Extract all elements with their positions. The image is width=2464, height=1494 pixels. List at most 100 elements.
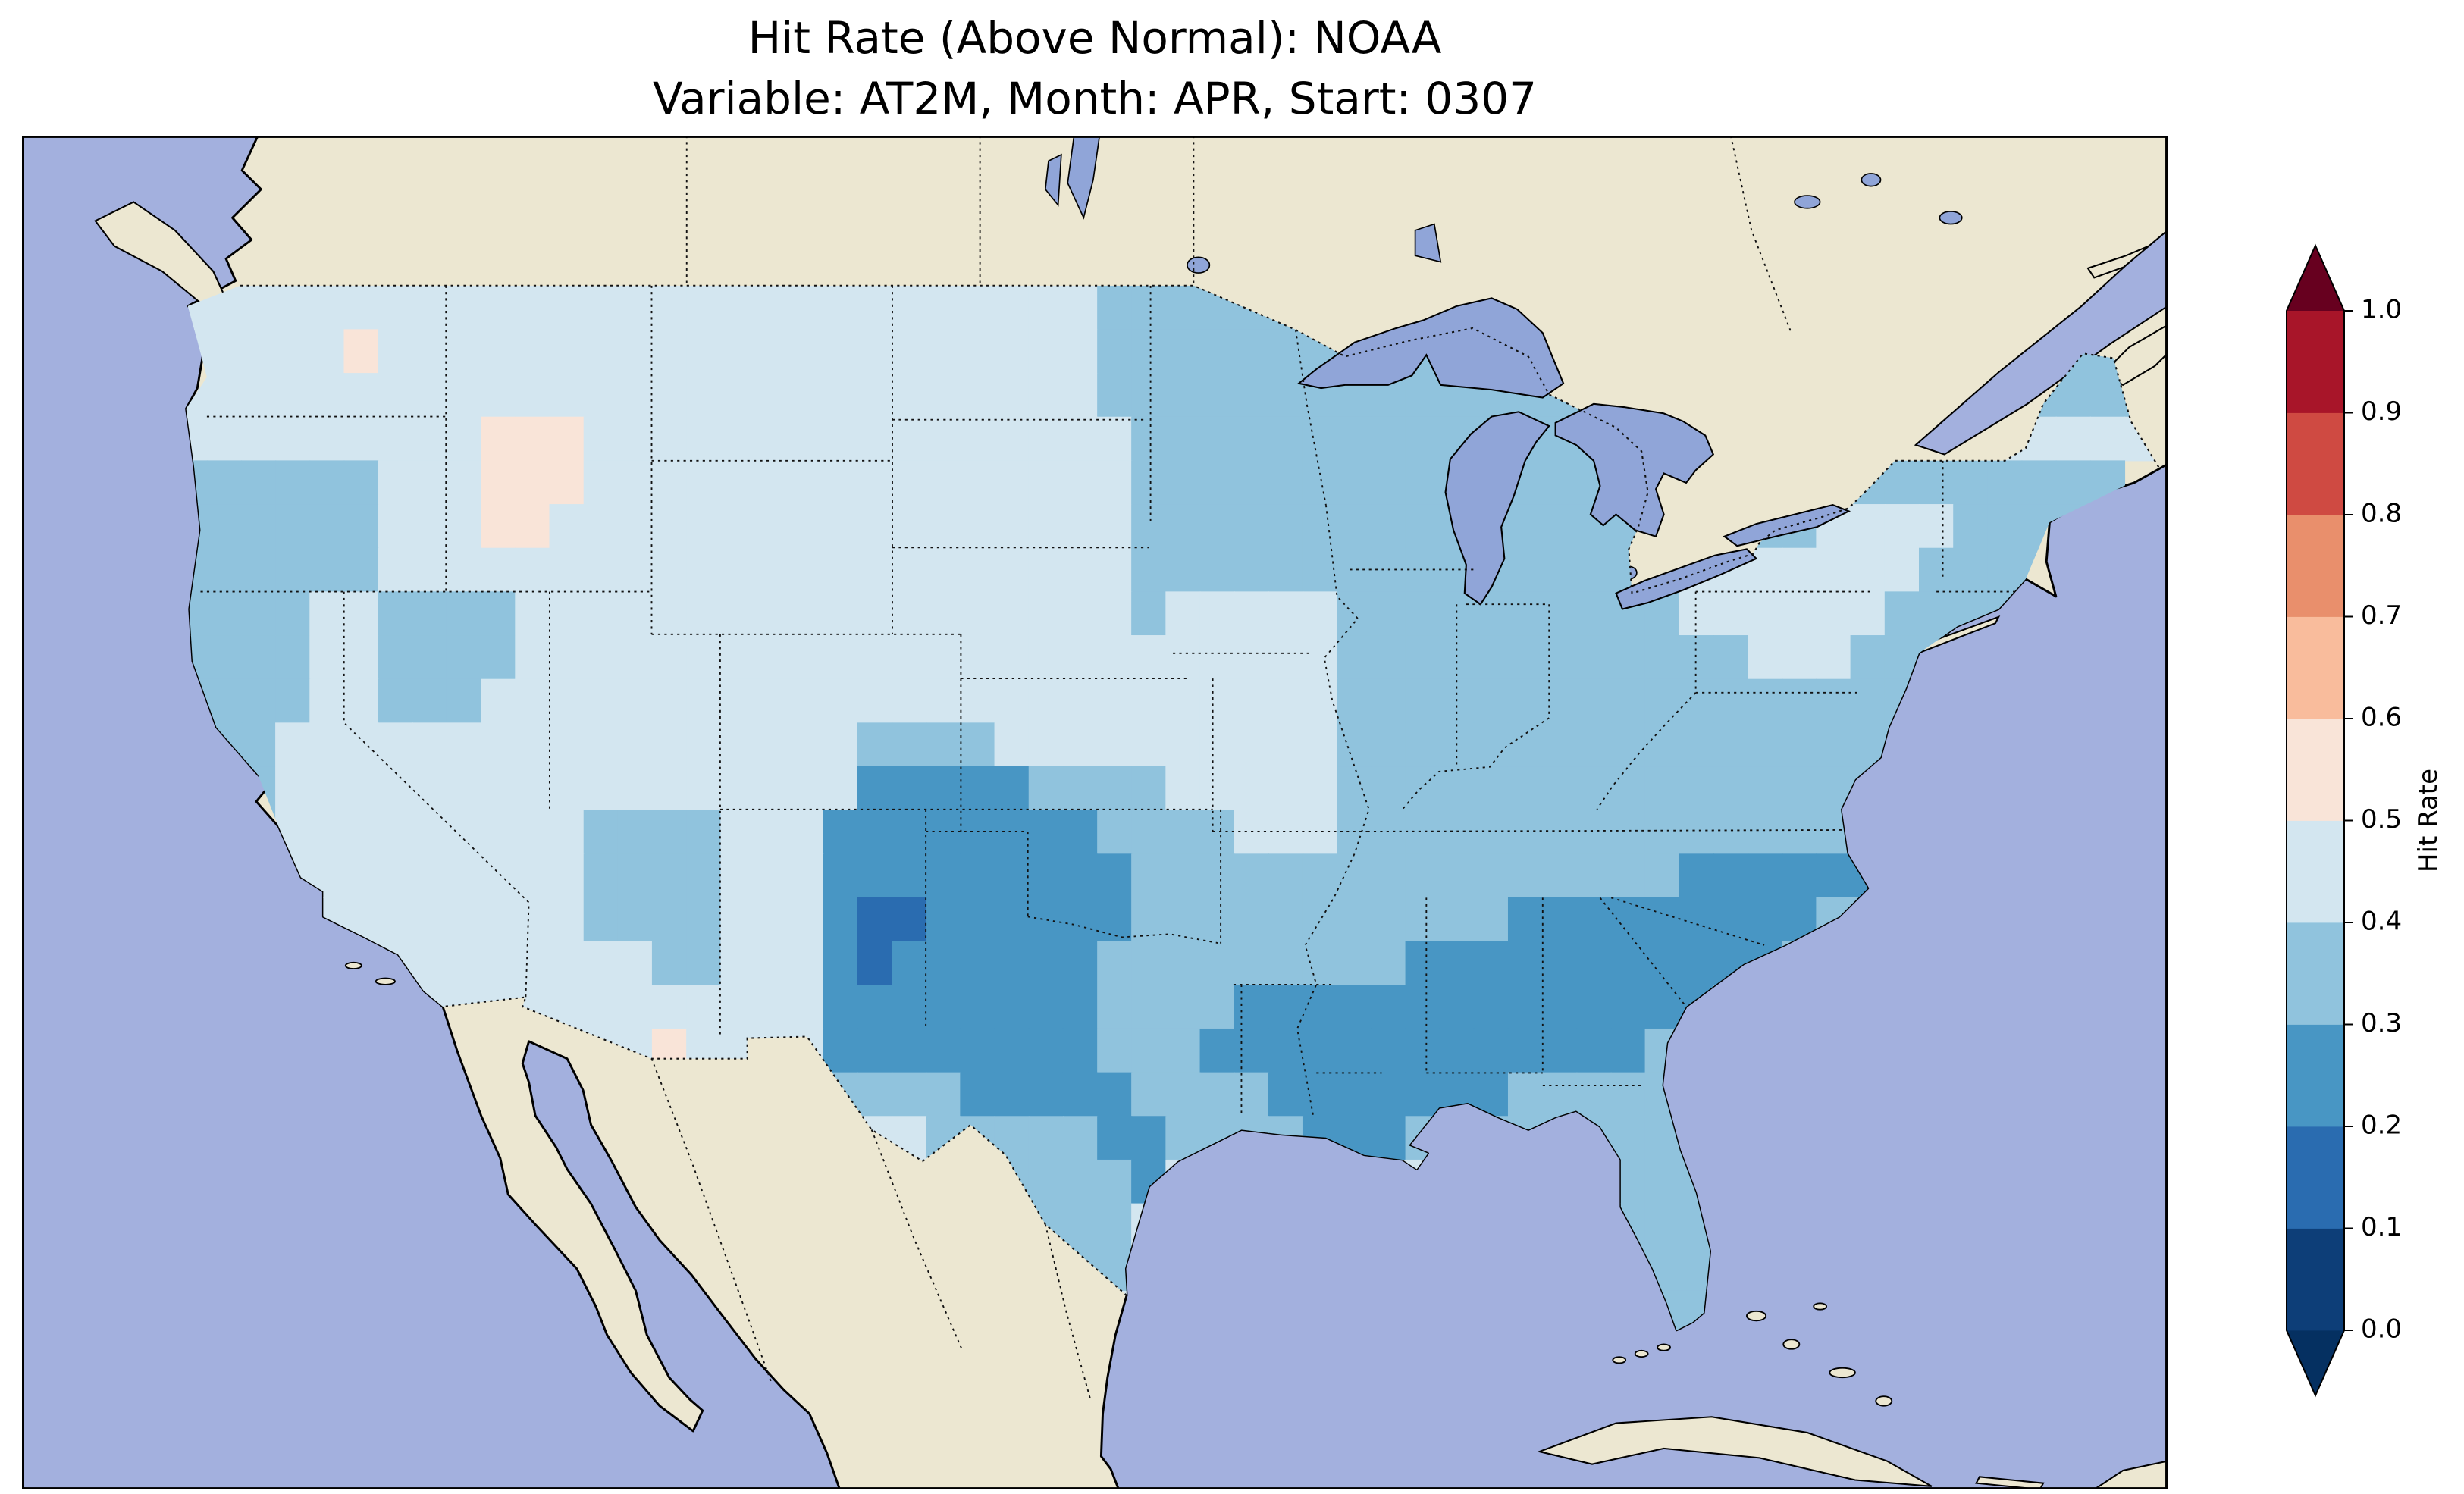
grid-cell [1542,504,1578,549]
grid-cell [515,547,550,593]
grid-cell [1679,941,1715,986]
grid-cell [1473,810,1509,855]
grid-cell [788,547,824,593]
grid-cell [241,504,277,549]
grid-cell [1302,416,1338,462]
grid-cell [960,678,995,724]
grid-cell [1234,897,1270,942]
grid-cell [481,766,516,811]
grid-cell [823,678,858,724]
grid-cell [720,416,756,462]
grid-cell [1850,547,1886,593]
grid-cell [1644,941,1680,986]
grid-cell [720,853,756,899]
grid-cell [241,591,277,637]
grid-cell [617,285,653,330]
grid-cell [1268,635,1304,680]
grid-cell [1987,504,2023,549]
grid-cell [892,985,927,1030]
grid-cell [2055,416,2091,462]
grid-cell [994,1028,1030,1073]
grid-cell [378,504,413,549]
grid-cell [549,329,585,374]
grid-cell [549,678,585,724]
grid-cell [1816,853,1851,899]
grid-cell [1268,678,1304,724]
grid-cell [1576,897,1612,942]
grid-cell [1131,285,1167,330]
grid-cell [1644,810,1680,855]
grid-cell [1199,416,1235,462]
grid-cell [960,373,995,418]
grid-cell [1234,853,1270,899]
grid-cell [275,373,311,418]
grid-cell [754,329,790,374]
grid-cell [892,329,927,374]
grid-cell [1234,678,1270,724]
grid-cell [1405,1028,1440,1073]
grid-cell [481,460,516,506]
grid-cell [1028,897,1064,942]
colorbar-tick-label: 0.3 [2361,1008,2402,1038]
grid-cell [1679,766,1715,811]
grid-cell [241,285,277,330]
grid-cell [1884,547,1920,593]
grid-cell [754,635,790,680]
grid-cell [549,504,585,549]
grid-cell [1062,766,1099,811]
grid-cell [994,941,1030,986]
grid-cell [1268,504,1304,549]
grid-cell [1097,591,1133,637]
grid-cell [1302,853,1338,899]
grid-cell [960,1072,995,1117]
grid-cell [1268,941,1304,986]
grid-cell [309,416,345,462]
grid-cell [481,678,516,724]
grid-cell [1816,678,1851,724]
grid-cell [1028,941,1064,986]
grid-cell [515,285,550,330]
grid-cell [343,810,379,855]
grid-cell [481,285,516,330]
grid-cell [1576,722,1612,768]
grid-cell [549,591,585,637]
chart-title: Hit Rate (Above Normal): NOAA [748,12,1442,64]
grid-cell [378,678,413,724]
grid-cell [515,373,550,418]
grid-cell [1371,635,1406,680]
grid-cell [1371,941,1406,986]
grid-cell [994,373,1030,418]
grid-cell [823,373,858,418]
grid-cell [275,547,311,593]
grid-cell [515,678,550,724]
grid-cell [720,329,756,374]
grid-cell [1576,547,1612,593]
grid-cell [788,985,824,1030]
grid-cell [446,810,482,855]
grid-cell [1165,373,1201,418]
grid-cell [412,853,448,899]
grid-cell [617,635,653,680]
grid-cell [823,547,858,593]
grid-cell [1371,460,1406,506]
grid-cell [1165,853,1201,899]
grid-cell [1028,1028,1064,1073]
grid-cell [857,373,893,418]
grid-cell [1302,766,1338,811]
grid-cell [1097,460,1133,506]
grid-cell [343,547,379,593]
grid-cell [1165,329,1201,374]
grid-cell [1405,853,1440,899]
grid-cell [1337,547,1372,593]
grid-cell [651,591,688,637]
grid-cell [1062,285,1099,330]
grid-cell [1097,329,1133,374]
grid-cell [583,722,619,768]
grid-cell [754,853,790,899]
grid-cell [1097,416,1133,462]
grid-cell [206,635,243,680]
grid-cell [1199,373,1235,418]
grid-cell [994,416,1030,462]
grid-cell [1405,504,1440,549]
